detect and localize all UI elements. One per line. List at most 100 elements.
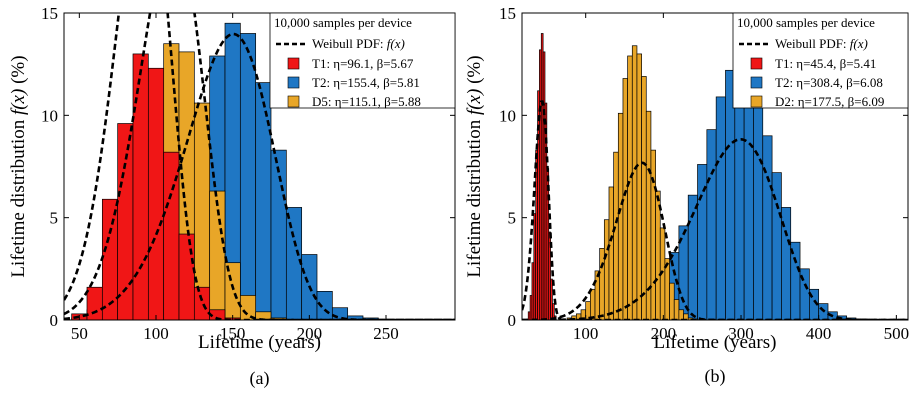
x-tick-label: 200 — [651, 324, 677, 343]
x-tick-label: 100 — [573, 324, 599, 343]
histogram-bar — [706, 129, 717, 320]
histogram-bar — [641, 76, 647, 320]
histogram-bar — [548, 231, 551, 320]
legend-entry-d5: D5: η=115.1, β=5.88 — [312, 94, 421, 109]
x-tick-label: 300 — [728, 324, 754, 343]
histogram-bar — [193, 286, 211, 320]
histogram-bar — [589, 288, 596, 320]
histogram-bar — [743, 78, 754, 320]
histogram-bar — [650, 149, 656, 320]
legend-pdf-label: Weibull PDF: f(x) — [312, 36, 405, 51]
histogram-bar — [285, 207, 303, 320]
y-axis-label-fx: f(x) — [8, 89, 29, 115]
histogram-bar — [627, 55, 633, 320]
weibull-curves — [522, 100, 908, 320]
y-axis-ticks: 0 5 10 15 — [499, 4, 908, 330]
x-tick-label: 500 — [884, 324, 910, 343]
x-tick-label: 50 — [71, 324, 88, 343]
histogram-bar — [550, 278, 553, 320]
histogram-bar — [147, 67, 165, 320]
x-axis-label: Lifetime (years) — [198, 332, 321, 353]
legend-swatch-t1 — [287, 57, 300, 70]
y-axis-label-suffix: (%) — [8, 55, 29, 88]
y-tick-label: 10 — [499, 106, 516, 125]
x-axis-label: Lifetime (years) — [654, 332, 777, 353]
legend-pdf-label: Weibull PDF: f(x) — [775, 36, 868, 51]
x-tick-label: 100 — [143, 324, 169, 343]
y-axis-label-fx: f(x) — [464, 89, 485, 115]
weibull-curves — [64, 13, 455, 320]
x-tick-label: 200 — [297, 324, 323, 343]
legend-title: 10,000 samples per device — [737, 15, 875, 30]
histogram-bar — [239, 33, 257, 320]
histogram-bar — [669, 282, 675, 320]
legend-entry-t2: T2: η=308.4, β=6.08 — [775, 75, 883, 90]
panel-a: 50 100 150 200 250 0 5 10 15 Lifetime (years) L… — [8, 4, 456, 389]
y-axis-label: Lifetime distribution f(x) (%) — [464, 55, 485, 277]
legend-pdf-fx: f(x) — [387, 36, 405, 51]
histogram-bar — [255, 82, 272, 320]
legend-entry-t1: T1: η=45.4, β=5.41 — [775, 56, 876, 71]
y-axis-label-prefix: Lifetime distribution — [464, 115, 485, 278]
histogram-bar — [631, 45, 638, 320]
histogram-bar — [617, 112, 624, 320]
legend-pdf-text: Weibull PDF: — [312, 36, 387, 51]
legend-entry-t1: T1: η=96.1, β=5.67 — [312, 56, 414, 71]
weibull-pdf-curve — [64, 13, 455, 320]
y-tick-label: 0 — [508, 311, 517, 330]
plot-frame — [521, 12, 909, 321]
histogram-bar — [599, 248, 605, 320]
histogram-bar — [678, 309, 684, 320]
legend: 10,000 samples per device Weibull PDF: f… — [732, 12, 909, 109]
histogram-bar — [178, 233, 195, 320]
legend-entry-d2: D2: η=177.5, β=6.09 — [775, 94, 884, 109]
plot-frame — [63, 12, 456, 321]
histogram-bar — [673, 299, 680, 320]
x-tick-label: 400 — [806, 324, 832, 343]
histogram-bar — [101, 198, 119, 320]
histogram-bar — [239, 295, 257, 320]
histogram-bar — [622, 78, 628, 320]
legend-pdf-text: Weibull PDF: — [775, 36, 850, 51]
legend-swatch-d2 — [750, 95, 763, 108]
weibull-pdf-curve — [64, 32, 455, 320]
y-axis-label: Lifetime distribution f(x) (%) — [8, 55, 29, 277]
y-tick-label: 15 — [499, 4, 516, 23]
x-axis-ticks: 100 200 300 400 500 — [573, 13, 909, 343]
panel-label: (b) — [705, 366, 726, 387]
histogram-bars — [527, 33, 866, 320]
histogram-bar — [613, 151, 619, 320]
histogram-bar — [715, 96, 726, 320]
x-tick-label: 250 — [373, 324, 399, 343]
y-axis-ticks: 0 5 10 15 — [41, 4, 455, 330]
y-axis-label-suffix: (%) — [464, 55, 485, 88]
legend-title: 10,000 samples per device — [274, 15, 412, 30]
legend-swatch-d5 — [287, 95, 300, 108]
legend-swatch-t2 — [287, 76, 300, 89]
histogram-bar — [270, 149, 287, 320]
histogram-bar — [753, 102, 764, 320]
y-tick-label: 5 — [50, 209, 59, 228]
y-axis-label-prefix: Lifetime distribution — [8, 115, 29, 278]
legend-box — [269, 12, 456, 109]
histogram-bar — [762, 135, 773, 320]
histogram-bar — [132, 53, 149, 320]
histogram-bar — [636, 53, 642, 320]
y-tick-label: 5 — [508, 209, 517, 228]
x-axis-ticks: 50 100 150 200 250 — [71, 13, 399, 343]
histogram-bar — [594, 270, 601, 320]
histogram-bar — [86, 286, 103, 320]
histogram-bars — [71, 22, 379, 320]
legend-swatch-t1 — [750, 57, 763, 70]
y-tick-label: 10 — [41, 106, 58, 125]
histogram-bar — [552, 303, 555, 320]
legend-pdf-fx: f(x) — [850, 36, 868, 51]
x-tick-label: 150 — [220, 324, 246, 343]
legend-entry-t2: T2: η=155.4, β=5.81 — [312, 75, 420, 90]
weibull-pdf-curve — [522, 161, 908, 320]
histogram-bar — [608, 186, 614, 320]
histogram-bar — [603, 219, 610, 320]
y-tick-label: 15 — [41, 4, 58, 23]
